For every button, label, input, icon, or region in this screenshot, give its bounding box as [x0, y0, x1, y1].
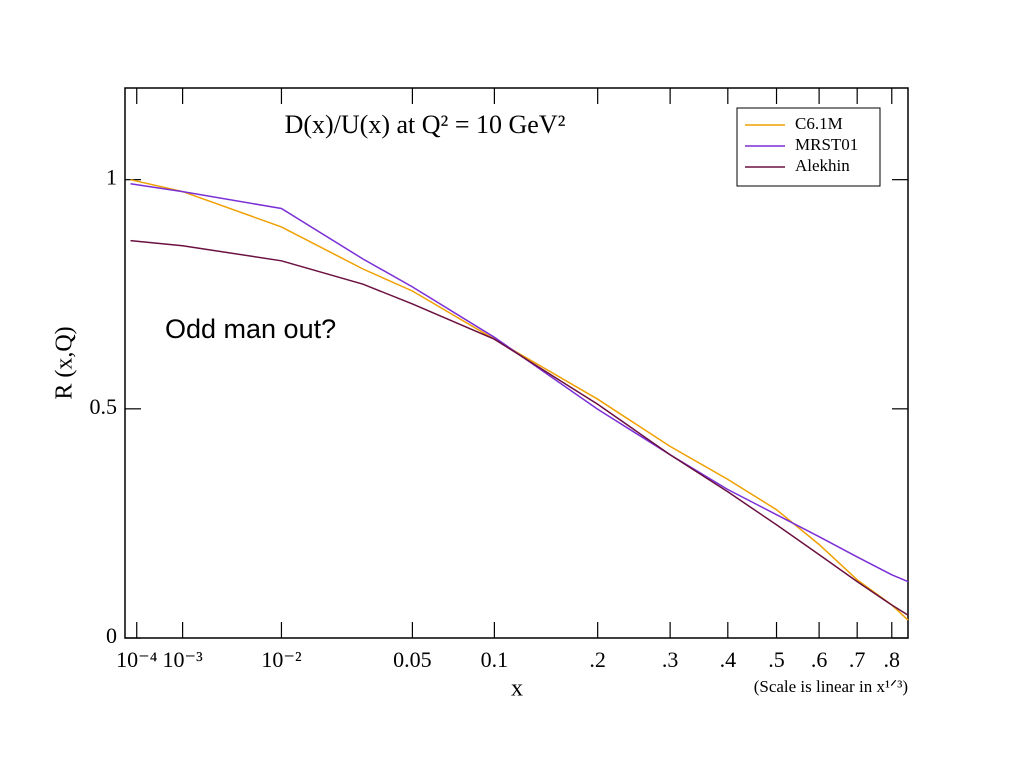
x-tick-label: 10⁻³ [163, 647, 204, 672]
x-tick-label: 10⁻² [261, 647, 302, 672]
x-tick-label: .2 [589, 647, 606, 672]
y-axis-label: R (x,Q) [52, 326, 78, 399]
series-line [130, 239, 909, 616]
series-line [130, 178, 909, 621]
x-tick-label: .8 [884, 647, 901, 672]
legend-label: C6.1M [795, 114, 843, 133]
legend-label: Alekhin [795, 156, 850, 175]
legend-box [736, 107, 881, 187]
x-tick-label: .5 [768, 647, 785, 672]
x-tick-label: .7 [849, 647, 866, 672]
y-tick-label: 0.5 [90, 394, 118, 419]
series-line [130, 183, 909, 583]
y-tick-label: 1 [106, 165, 117, 190]
x-tick-label: 10⁻⁴ [116, 647, 158, 672]
x-tick-label: 0.1 [481, 647, 509, 672]
x-tick-label: .4 [720, 647, 737, 672]
y-tick-label: 0 [106, 623, 117, 648]
x-tick-label: .3 [662, 647, 679, 672]
x-tick-label: .6 [811, 647, 828, 672]
x-axis-note: (Scale is linear in x¹ᐟ³) [754, 677, 908, 696]
annotation: Odd man out? [165, 314, 336, 344]
x-tick-label: 0.05 [393, 647, 432, 672]
x-axis-label: x [511, 676, 523, 702]
plot-frame [124, 87, 909, 639]
legend-label: MRST01 [795, 135, 858, 154]
chart-title: D(x)/U(x) at Q² = 10 GeV² [285, 110, 566, 139]
